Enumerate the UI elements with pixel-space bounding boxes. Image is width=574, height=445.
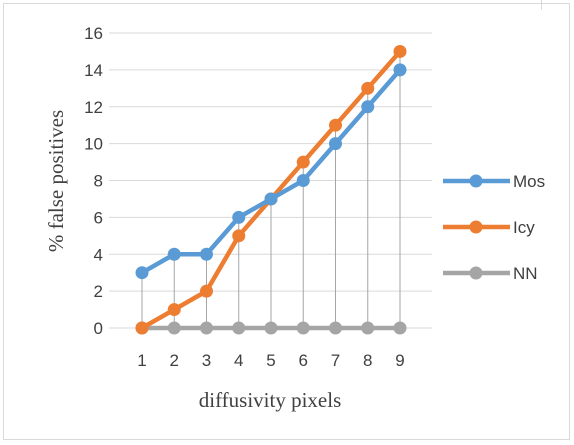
y-tick-label: 0 [94,319,103,338]
x-axis-ticks: 1 2 3 4 5 6 7 8 9 [137,351,404,370]
data-point [361,321,375,335]
data-point [167,321,181,335]
y-tick-label: 16 [84,24,103,43]
legend-item-icy: Icy [443,218,535,237]
x-axis-title: diffusivity pixels [199,388,342,412]
x-tick-label: 1 [137,351,146,370]
legend-marker [469,266,483,280]
data-point [232,210,246,224]
data-point [264,321,278,335]
x-tick-label: 8 [363,351,372,370]
x-tick-label: 7 [331,351,340,370]
series-layer [135,44,407,335]
x-tick-label: 4 [234,351,243,370]
legend-marker [469,220,483,234]
legend-label: Mos [513,172,545,191]
legend: Mos Icy NN [443,172,545,283]
data-point [264,192,278,206]
y-tick-label: 4 [94,245,103,264]
data-point [135,266,149,280]
data-point [296,174,310,187]
legend-label: NN [513,264,538,283]
series-mos [135,63,407,280]
y-tick-label: 14 [84,61,103,80]
data-point [329,118,342,132]
drop-lines [141,51,401,328]
y-tick-label: 2 [94,282,103,301]
series-nn [135,321,407,335]
y-axis-ticks: 0 2 4 6 8 10 12 14 16 [84,24,103,338]
data-point [393,63,407,77]
data-point [296,321,310,335]
x-tick-label: 2 [170,351,179,370]
data-point [329,137,342,151]
data-point [361,100,375,114]
y-tick-label: 10 [84,135,103,154]
data-point [393,44,407,58]
data-point [361,81,375,95]
data-point [200,284,213,298]
data-point [135,321,149,335]
data-point [296,155,310,169]
x-tick-label: 6 [299,351,308,370]
legend-item-mos: Mos [443,172,545,191]
data-point [393,321,407,335]
data-point [200,247,213,261]
data-point [200,321,213,335]
data-point [232,321,246,335]
y-tick-label: 12 [84,98,103,117]
data-point [167,303,181,317]
data-point [167,247,181,261]
y-tick-label: 6 [94,208,103,227]
data-point [329,321,342,335]
y-tick-label: 8 [94,172,103,191]
y-axis-title: % false positives [44,110,68,252]
legend-marker [469,174,483,188]
legend-item-nn: NN [443,264,538,283]
data-point [232,229,246,243]
x-tick-label: 9 [395,351,404,370]
x-tick-label: 3 [202,351,211,370]
legend-label: Icy [513,218,535,237]
x-tick-label: 5 [266,351,275,370]
